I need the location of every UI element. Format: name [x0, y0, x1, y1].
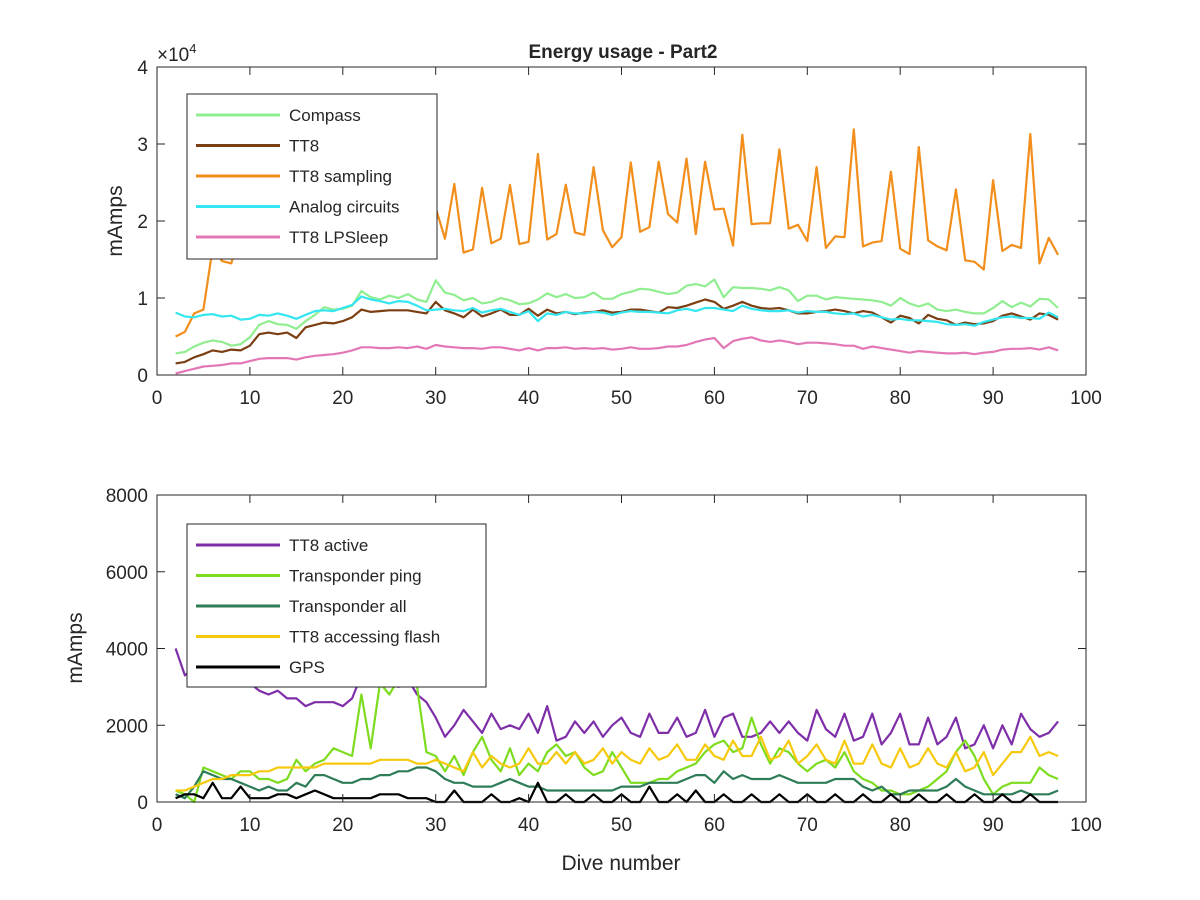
x-tick-label: 70: [797, 388, 818, 409]
y-tick-label: 8000: [106, 486, 148, 507]
legend-label-transponder-ping: Transponder ping: [289, 567, 422, 586]
x-tick-label: 80: [890, 815, 911, 836]
x-tick-label: 60: [704, 388, 725, 409]
energy-part2-top-axes: Energy usage - Part2 ×104 mAmps 0 10 20 30 4…: [104, 41, 1102, 409]
legend-label-tt8-accessing-flash: TT8 accessing flash: [289, 628, 440, 647]
bottom-x-axis-label: Dive number: [561, 852, 680, 875]
series-line-tt8-active: [174, 648, 1059, 750]
y-tick-label: 4000: [106, 640, 148, 661]
y-exponent-label: ×104: [157, 41, 196, 66]
y-tick-label: 2000: [106, 716, 148, 737]
y-tick-label: 3: [137, 135, 148, 156]
y-tick-label: 4: [137, 58, 148, 79]
x-tick-label: 50: [611, 388, 632, 409]
bottom-y-axis-label: mAmps: [64, 612, 87, 683]
x-tick-label: 50: [611, 815, 632, 836]
legend-label-gps: GPS: [289, 658, 325, 677]
x-tick-label: 10: [239, 815, 260, 836]
y-tick-label: 0: [137, 366, 148, 387]
legend-label-tt8-sampling: TT8 sampling: [289, 167, 392, 186]
legend-label-tt8-active: TT8 active: [289, 536, 368, 555]
legend: Compass TT8 TT8 sampling Analog circuits TT8…: [186, 93, 438, 260]
y-tick-label: 2: [137, 212, 148, 233]
y-tick-label: 1: [137, 289, 148, 310]
x-tick-label: 40: [518, 388, 539, 409]
x-tick-label: 100: [1070, 388, 1102, 409]
chart-title: Energy usage - Part2: [528, 42, 717, 63]
legend: TT8 active Transponder ping Transponder al…: [186, 523, 487, 688]
series-line-transponder-ping: [175, 678, 1059, 804]
series-line-tt8: [175, 298, 1059, 365]
x-tick-label: 30: [425, 388, 446, 409]
x-tick-label: 70: [797, 815, 818, 836]
x-tick-label: 80: [890, 388, 911, 409]
x-tick-label: 100: [1070, 815, 1102, 836]
x-tick-label: 0: [152, 388, 163, 409]
energy-part2-bottom-axes: Dive number mAmps 0 10 20 30 40 50 60 70 80 90 100…: [64, 486, 1102, 875]
legend-label-analog-circuits: Analog circuits: [289, 198, 400, 217]
y-tick-label: 6000: [106, 563, 148, 584]
x-tick-label: 40: [518, 815, 539, 836]
series-line-transponder-all: [175, 766, 1059, 800]
series-line-compass: [175, 278, 1059, 355]
x-tick-label: 20: [332, 815, 353, 836]
series-line-tt8-lpsleep: [175, 336, 1059, 375]
x-tick-label: 30: [425, 815, 446, 836]
series-line-tt8-accessing-flash: [175, 735, 1059, 792]
series-line-gps: [175, 781, 1059, 804]
y-tick-label: 0: [137, 793, 148, 814]
x-tick-label: 0: [152, 815, 163, 836]
legend-label-transponder-all: Transponder all: [289, 597, 407, 616]
series-line-analog-circuits: [175, 295, 1059, 327]
legend-label-compass: Compass: [289, 106, 361, 125]
legend-label-tt8: TT8: [289, 137, 319, 156]
top-y-axis-label: mAmps: [104, 185, 127, 256]
x-tick-label: 90: [983, 388, 1004, 409]
x-tick-label: 90: [983, 815, 1004, 836]
x-tick-label: 60: [704, 815, 725, 836]
x-tick-label: 20: [332, 388, 353, 409]
legend-label-tt8-lpsleep: TT8 LPSleep: [289, 228, 388, 247]
x-tick-label: 10: [239, 388, 260, 409]
